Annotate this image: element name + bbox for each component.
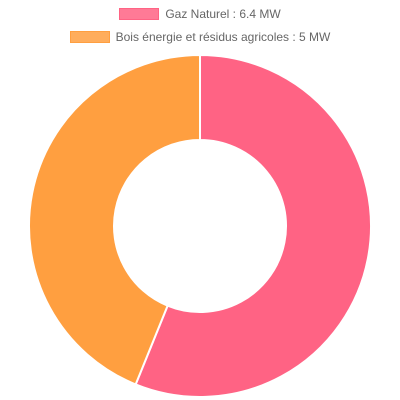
legend-swatch <box>69 31 110 43</box>
legend-swatch <box>119 8 160 20</box>
doughnut-segment <box>28 53 201 386</box>
legend: Gaz Naturel : 6.4 MW Bois énergie et rési… <box>0 6 400 45</box>
doughnut-segment <box>134 53 372 398</box>
legend-item[interactable]: Bois énergie et résidus agricoles : 5 MW <box>69 29 331 45</box>
legend-item[interactable]: Gaz Naturel : 6.4 MW <box>119 6 281 22</box>
legend-label: Bois énergie et résidus agricoles : 5 MW <box>115 30 331 44</box>
legend-label: Gaz Naturel : 6.4 MW <box>165 7 281 21</box>
